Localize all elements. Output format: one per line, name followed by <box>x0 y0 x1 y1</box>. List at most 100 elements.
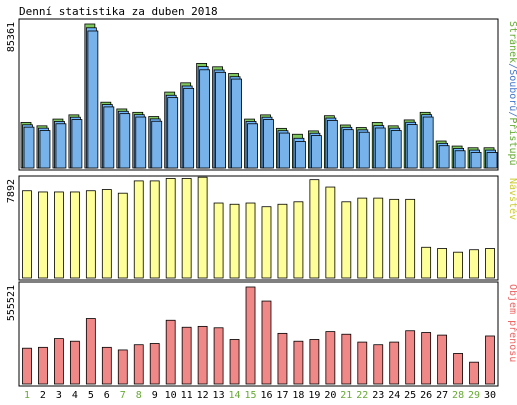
bar-kbytes-day-7 <box>117 349 128 385</box>
x-tick-label-day-7: 7 <box>120 390 126 401</box>
bar-visits-day-25 <box>405 198 416 279</box>
bar-kbytes-day-27 <box>437 334 448 385</box>
bar-visits-day-23 <box>373 197 384 279</box>
bar-visits-day-12 <box>197 176 208 279</box>
x-tick-label-day-1: 1 <box>24 390 30 401</box>
bar-kbytes-day-2 <box>38 346 48 385</box>
bar-visits-day-14 <box>229 203 240 279</box>
x-tick-label-day-25: 25 <box>404 390 416 401</box>
bar-visits-day-28 <box>453 251 463 279</box>
bar-pages-day-28 <box>454 150 466 169</box>
bar-visits-day-6 <box>101 189 112 279</box>
bar-pages-day-5 <box>87 30 99 169</box>
x-tick-label-day-20: 20 <box>324 390 336 401</box>
bar-kbytes-day-19 <box>309 339 320 385</box>
bar-kbytes-day-11 <box>181 326 192 385</box>
bar-kbytes-day-28 <box>453 353 463 385</box>
bar-visits-day-29 <box>469 249 479 279</box>
kbytes-legend-item-0: Objem přenosu <box>507 284 517 362</box>
chart-panels: 85361 Stránek/Souborů/Přístupů 7892 Návštěv… <box>6 18 517 387</box>
kbytes-legend: Objem přenosu <box>507 284 517 362</box>
bar-pages-day-24 <box>390 130 402 169</box>
visits-max-label: 7892 <box>6 179 17 203</box>
requests-legend-item-3: / <box>507 111 517 117</box>
bar-kbytes-day-30 <box>485 335 495 385</box>
x-tick-label-day-26: 26 <box>420 390 432 401</box>
x-tick-label-day-9: 9 <box>152 390 158 401</box>
bar-pages-day-11 <box>183 87 195 169</box>
bar-kbytes-day-13 <box>213 327 224 385</box>
bar-visits-day-9 <box>149 180 160 279</box>
bar-kbytes-day-1 <box>22 347 32 385</box>
bar-kbytes-day-25 <box>405 330 416 385</box>
bar-pages-day-9 <box>151 120 163 169</box>
bar-kbytes-day-9 <box>149 343 160 385</box>
bar-kbytes-day-8 <box>133 344 144 385</box>
x-axis-day-labels: 1 2 3 4 5 6 7 8 9 10 11 12 13 14 15 16 17 18 19 20 21 22 23 24 2… <box>24 390 496 401</box>
bar-kbytes-day-26 <box>421 332 432 385</box>
bar-visits-day-27 <box>437 248 448 279</box>
bar-pages-day-23 <box>374 127 386 169</box>
bar-kbytes-day-18 <box>293 340 304 385</box>
bar-pages-day-14 <box>231 78 242 169</box>
bar-kbytes-day-14 <box>229 339 240 385</box>
bar-visits-day-15 <box>245 202 256 279</box>
x-tick-label-day-27: 27 <box>436 390 448 401</box>
bar-visits-day-19 <box>309 179 320 279</box>
visits-legend-item-0: Návštěv <box>507 178 517 220</box>
bar-pages-day-21 <box>342 129 354 169</box>
visits-panel-frame <box>18 175 499 281</box>
bar-pages-day-16 <box>263 119 274 169</box>
kbytes-panel-frame <box>18 281 499 387</box>
x-tick-label-day-18: 18 <box>292 390 304 401</box>
x-tick-label-day-17: 17 <box>276 390 288 401</box>
bar-kbytes-day-15 <box>245 286 256 385</box>
bar-pages-day-20 <box>326 119 338 169</box>
bar-visits-day-1 <box>22 190 32 279</box>
x-tick-label-day-24: 24 <box>388 390 400 401</box>
bar-visits-day-24 <box>389 198 400 279</box>
requests-legend: Stránek/Souborů/Přístupů <box>507 21 517 166</box>
bar-kbytes-day-29 <box>469 361 479 385</box>
bar-pages-day-10 <box>167 97 179 169</box>
bar-visits-day-20 <box>325 186 336 279</box>
requests-panel-frame <box>18 18 499 171</box>
kbytes-max-label: 555521 <box>6 285 17 321</box>
bar-pages-day-6 <box>103 106 115 169</box>
visits-legend: Návštěv <box>507 178 517 220</box>
bar-pages-day-2 <box>39 130 51 169</box>
bar-kbytes-day-22 <box>357 341 368 385</box>
bar-pages-day-25 <box>406 124 418 169</box>
kbytes-panel: 555521 Objem přenosu <box>6 281 517 387</box>
bar-kbytes-day-21 <box>341 333 352 385</box>
bar-visits-day-26 <box>421 246 432 279</box>
x-tick-label-day-4: 4 <box>72 390 78 401</box>
bar-visits-day-4 <box>69 191 80 279</box>
requests-legend-item-4: Přístupů <box>507 117 517 165</box>
x-tick-label-day-23: 23 <box>372 390 384 401</box>
bar-pages-day-27 <box>438 145 450 169</box>
x-tick-label-day-14: 14 <box>229 390 241 401</box>
bar-visits-day-11 <box>181 178 192 279</box>
bar-visits-day-21 <box>341 201 352 279</box>
x-tick-label-day-22: 22 <box>356 390 368 401</box>
bar-kbytes-day-5 <box>85 318 96 385</box>
x-tick-label-day-30: 30 <box>484 390 496 401</box>
bar-visits-day-5 <box>85 190 96 279</box>
x-tick-label-day-8: 8 <box>136 390 142 401</box>
bar-pages-day-13 <box>215 71 227 169</box>
bar-visits-day-10 <box>165 178 176 279</box>
bar-kbytes-day-4 <box>69 340 80 385</box>
x-tick-label-day-29: 29 <box>468 390 480 401</box>
x-tick-label-day-6: 6 <box>104 390 110 401</box>
bar-visits-day-18 <box>293 201 304 279</box>
requests-panel: 85361 Stránek/Souborů/Přístupů <box>6 18 517 171</box>
bar-kbytes-day-16 <box>261 300 272 385</box>
x-tick-label-day-2: 2 <box>40 390 46 401</box>
bar-kbytes-day-24 <box>389 341 400 385</box>
bar-pages-day-22 <box>358 131 370 169</box>
bar-pages-day-12 <box>199 69 211 169</box>
bar-pages-day-3 <box>55 123 67 169</box>
x-tick-label-day-16: 16 <box>260 390 272 401</box>
bar-visits-day-3 <box>54 191 64 279</box>
